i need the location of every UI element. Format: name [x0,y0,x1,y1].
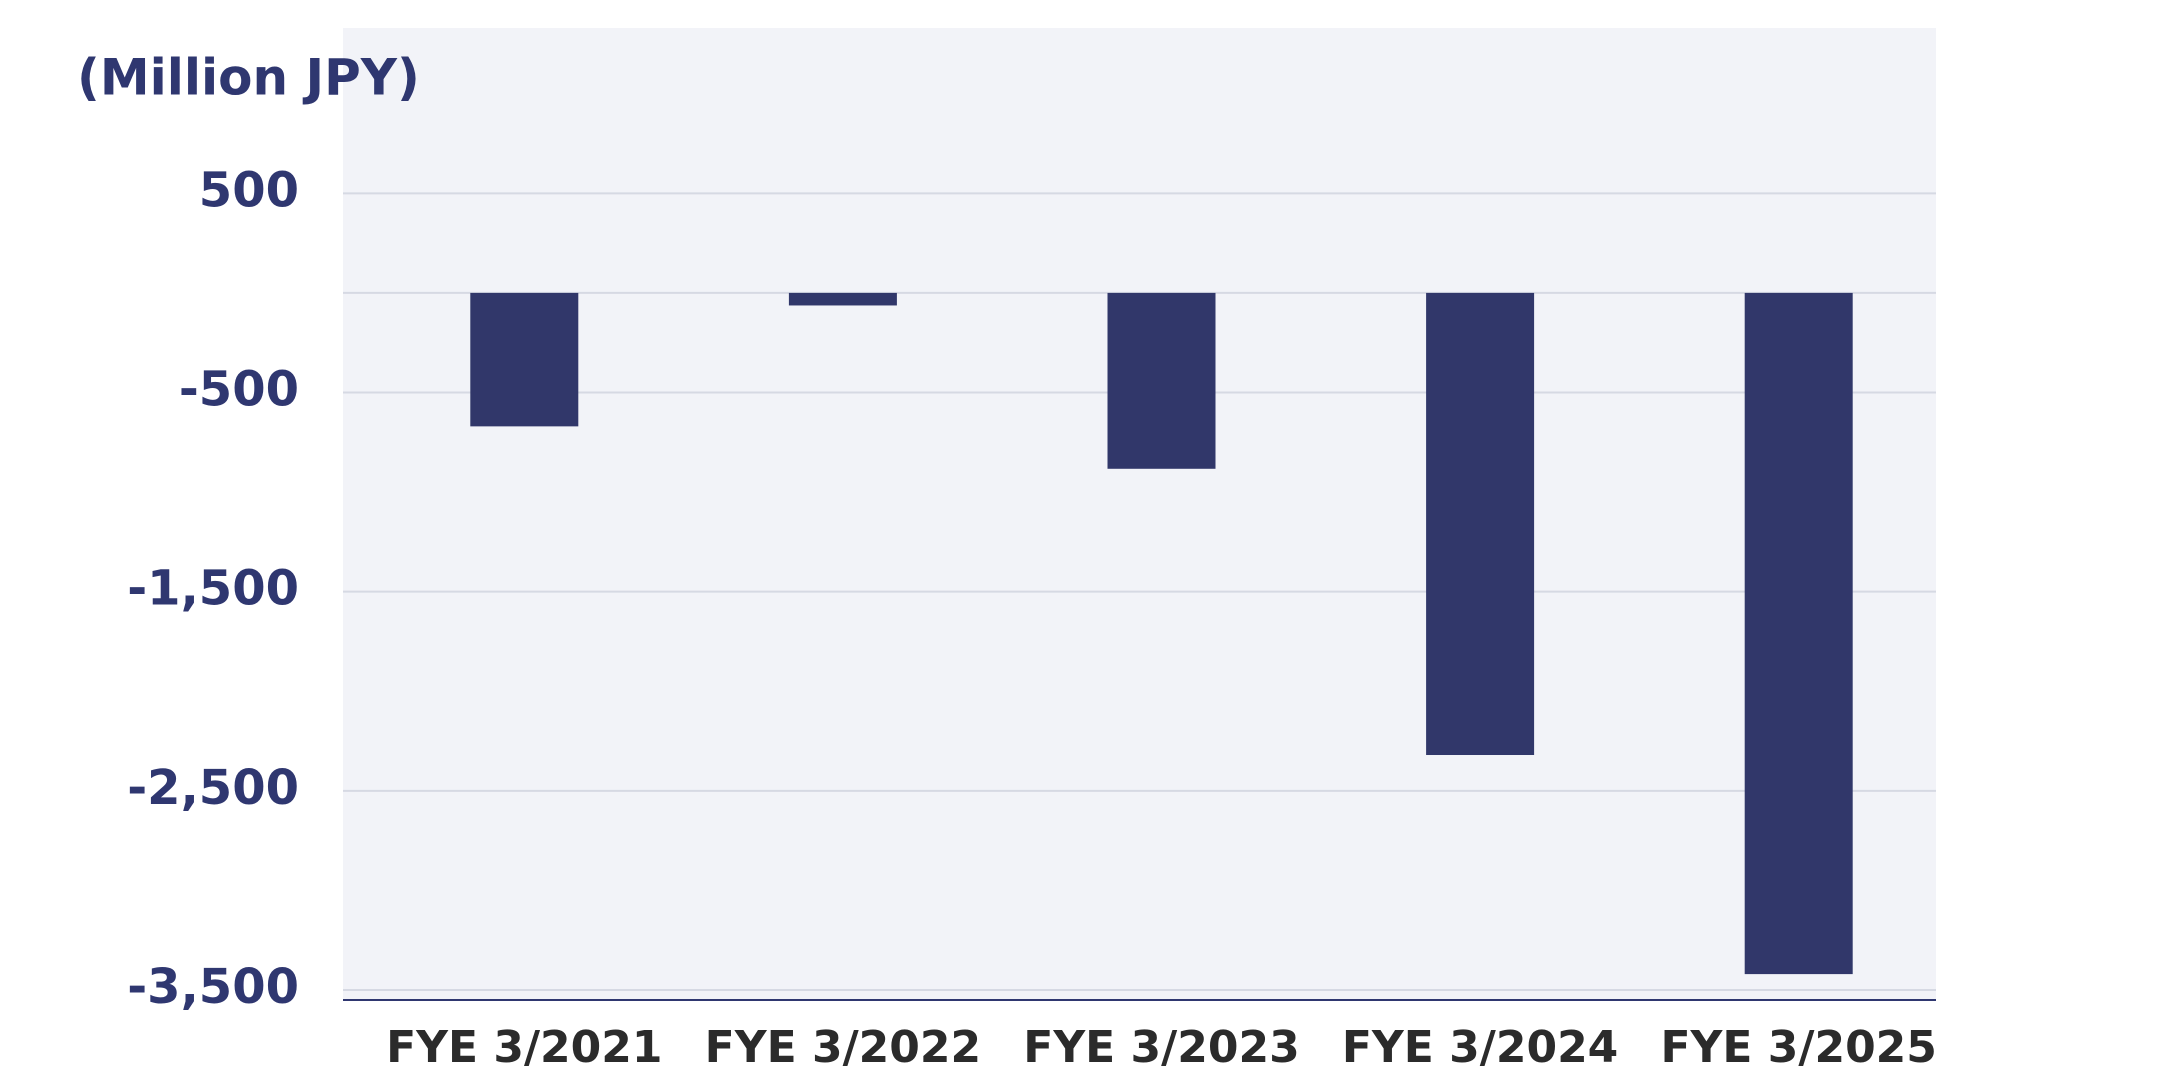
bar [1107,292,1216,469]
bar [470,292,579,427]
x-tick-label: FYE 3/2021 [386,1022,662,1073]
x-tick-label: FYE 3/2025 [1660,1022,1936,1073]
plot-area [343,28,1936,1000]
y-tick-label: -3,500 [127,959,299,1015]
y-tick-label: -500 [179,362,299,418]
y-tick-label: -1,500 [127,561,299,617]
bar [1744,292,1853,975]
y-axis-label: (Million JPY) [77,49,420,107]
bar [788,292,897,306]
y-tick-label: 500 [199,162,299,218]
y-tick-label: -2,500 [127,760,299,816]
x-tick-label: FYE 3/2022 [705,1022,981,1073]
x-tick-label: FYE 3/2024 [1342,1022,1618,1073]
bar [1426,292,1535,756]
x-tick-label: FYE 3/2023 [1023,1022,1299,1073]
